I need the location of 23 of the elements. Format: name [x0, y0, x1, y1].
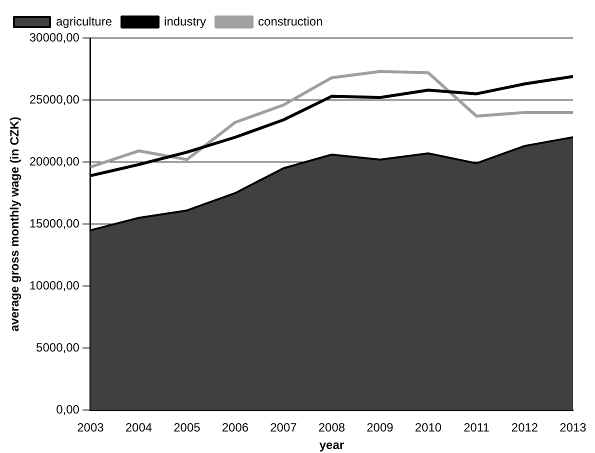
y-tick-label: 15000,00	[29, 216, 80, 230]
y-tick-label: 25000,00	[29, 92, 80, 106]
x-tick-label: 2005	[174, 420, 201, 435]
legend-label: construction	[258, 14, 323, 28]
x-tick-label: 2008	[318, 420, 346, 435]
x-tick-label: 2011	[464, 420, 490, 435]
x-tick-label: 2003	[77, 420, 104, 435]
x-tick-label: 2007	[270, 420, 298, 435]
x-tick-label: 2013	[560, 420, 587, 435]
x-axis-title: year	[319, 438, 344, 452]
x-tick-label: 2010	[414, 420, 442, 435]
legend-label: industry	[164, 14, 206, 28]
y-tick-label: 30000,00	[29, 30, 80, 44]
y-tick-label: 5000,00	[36, 340, 80, 354]
x-tick-label: 2004	[125, 420, 152, 435]
y-tick-label: 0,00	[56, 402, 80, 417]
legend-label: agriculture	[56, 14, 112, 28]
x-tick-label: 2012	[511, 420, 538, 435]
x-tick-label: 2009	[366, 420, 394, 435]
x-tick-label: 2006	[222, 420, 249, 435]
y-tick-label: 20000,00	[29, 154, 80, 168]
y-tick-label: 10000,00	[29, 278, 80, 292]
y-axis-title: average gross monthly wage (in CZK)	[8, 116, 22, 332]
